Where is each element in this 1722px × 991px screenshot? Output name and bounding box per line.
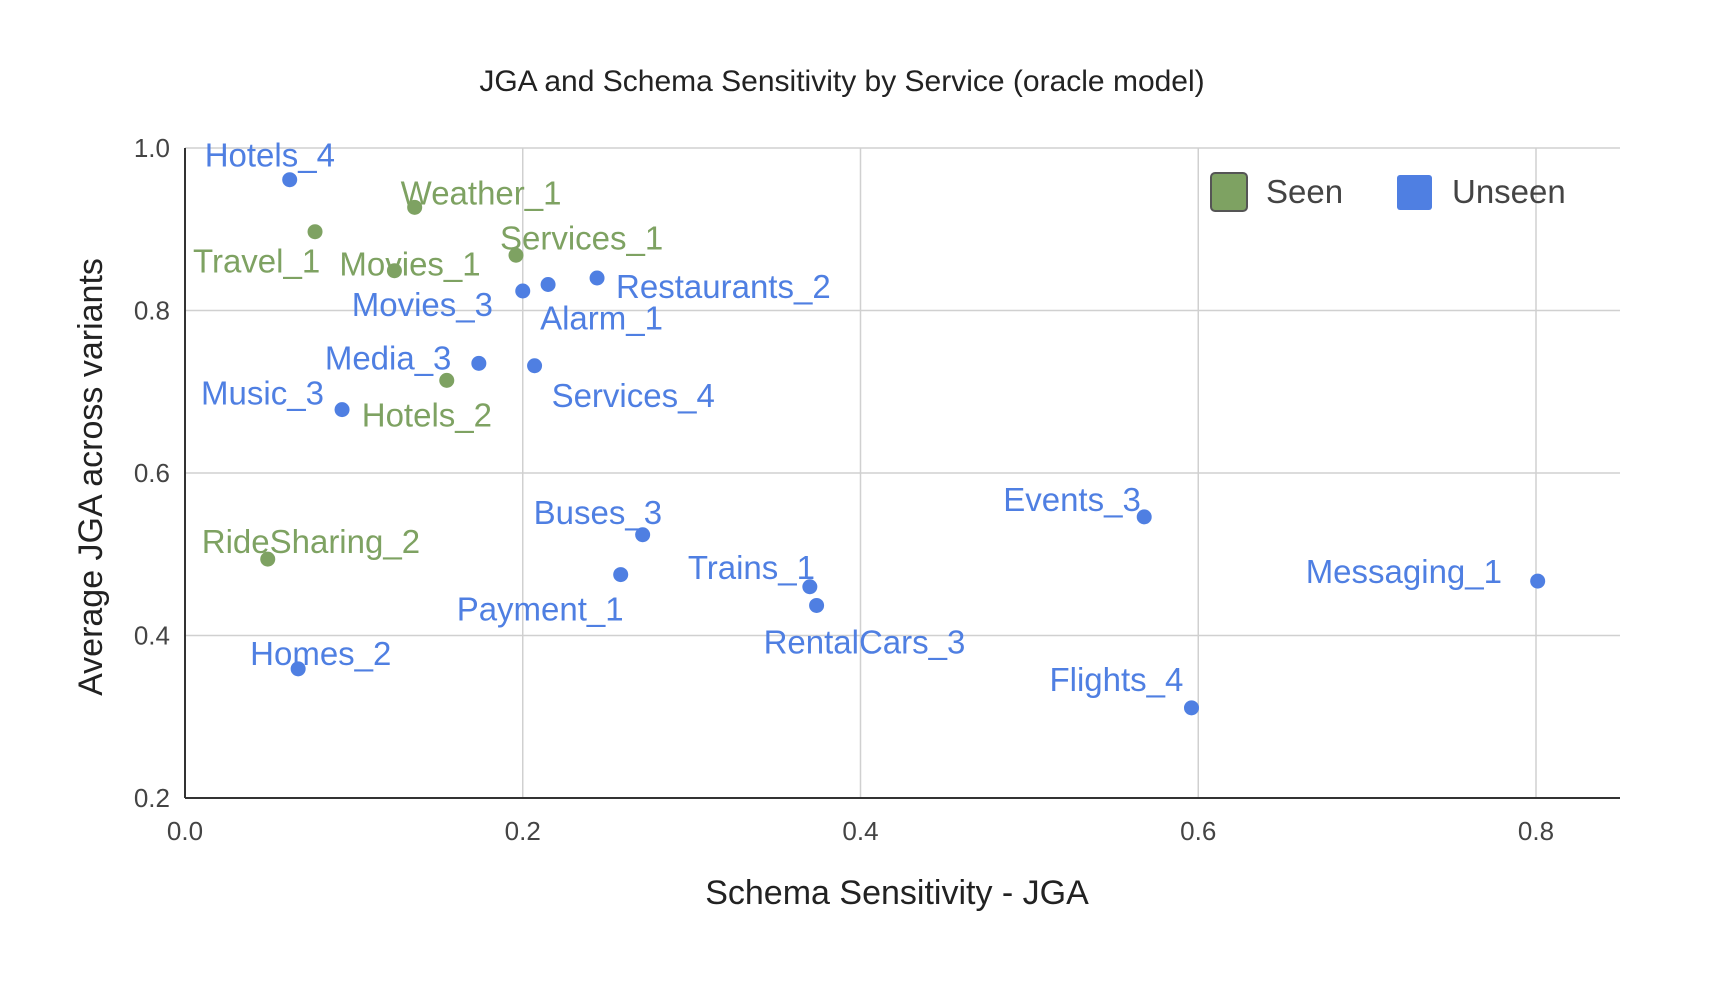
point-label-restaurants-2: Restaurants_2 bbox=[616, 268, 831, 305]
data-point-media-3 bbox=[471, 355, 487, 371]
point-label-flights-4: Flights_4 bbox=[1049, 661, 1183, 698]
point-label-payment-1: Payment_1 bbox=[457, 591, 624, 628]
y-tick-label: 0.4 bbox=[134, 621, 170, 651]
legend-swatch-seen bbox=[1210, 172, 1248, 212]
point-label-media-3: Media_3 bbox=[325, 339, 452, 376]
point-label-alarm-1: Alarm_1 bbox=[540, 300, 663, 337]
data-point-movies-3 bbox=[515, 283, 531, 299]
y-tick-label: 0.6 bbox=[134, 458, 170, 488]
data-point-restaurants-2 bbox=[589, 270, 605, 286]
point-label-services-1: Services_1 bbox=[500, 219, 663, 256]
data-point-messaging-1 bbox=[1530, 573, 1546, 589]
x-axis-title: Schema Sensitivity - JGA bbox=[705, 874, 1089, 912]
legend-swatch-unseen bbox=[1397, 175, 1432, 210]
data-point-hotels-2 bbox=[439, 372, 455, 388]
chart-title: JGA and Schema Sensitivity by Service (o… bbox=[479, 65, 1204, 98]
data-point-trains-1 bbox=[802, 579, 818, 595]
x-tick-label: 0.2 bbox=[505, 816, 541, 846]
y-axis-title: Average JGA across variants bbox=[72, 258, 110, 696]
point-label-travel-1: Travel_1 bbox=[193, 243, 320, 280]
y-tick-label: 0.2 bbox=[134, 783, 170, 813]
axes bbox=[184, 148, 1620, 799]
point-label-hotels-4: Hotels_4 bbox=[205, 137, 335, 174]
tick-labels: 0.20.40.60.81.00.0 0.2 0.4 0.6 0.8 bbox=[134, 133, 1554, 846]
data-point-services-1 bbox=[508, 247, 524, 263]
point-labels: Weather_1 Travel_1 Movies_1 Services_1 Hotel… bbox=[193, 137, 1502, 698]
legend-label-seen: Seen bbox=[1266, 173, 1343, 210]
x-tick-label: 0.4 bbox=[842, 816, 878, 846]
point-label-hotels-2: Hotels_2 bbox=[362, 396, 492, 433]
x-tick-label: 0.0 bbox=[167, 816, 203, 846]
y-tick-label: 0.8 bbox=[134, 296, 170, 326]
point-label-rentalcars-3: RentalCars_3 bbox=[764, 623, 966, 660]
point-label-messaging-1: Messaging_1 bbox=[1306, 553, 1502, 590]
data-point-flights-4 bbox=[1183, 700, 1199, 716]
data-point-weather-1 bbox=[407, 199, 423, 215]
data-point-buses-3 bbox=[635, 527, 651, 543]
point-label-movies-1: Movies_1 bbox=[339, 246, 480, 283]
point-label-events-3: Events_3 bbox=[1003, 481, 1141, 518]
data-point-ridesharing-2 bbox=[260, 551, 276, 567]
point-label-services-4: Services_4 bbox=[552, 377, 715, 414]
point-label-movies-3: Movies_3 bbox=[352, 286, 493, 323]
data-point-music-3 bbox=[334, 402, 350, 418]
point-label-weather-1: Weather_1 bbox=[401, 174, 562, 211]
data-point-movies-1 bbox=[386, 263, 402, 279]
data-point-hotels-4 bbox=[282, 172, 298, 188]
data-point-payment-1 bbox=[613, 567, 629, 583]
legend: Seen Unseen bbox=[1210, 172, 1566, 212]
data-point-services-4 bbox=[527, 358, 543, 374]
point-label-music-3: Music_3 bbox=[201, 375, 324, 412]
point-label-trains-1: Trains_1 bbox=[688, 549, 815, 586]
data-point-rentalcars-3 bbox=[809, 597, 825, 613]
data-point-travel-1 bbox=[307, 224, 323, 240]
data-point-homes-2 bbox=[290, 661, 306, 677]
data-point-events-3 bbox=[1136, 509, 1152, 525]
point-label-homes-2: Homes_2 bbox=[250, 635, 391, 672]
data-point-alarm-1 bbox=[540, 277, 556, 292]
x-tick-label: 0.6 bbox=[1180, 816, 1216, 846]
point-label-ridesharing-2: RideSharing_2 bbox=[202, 523, 420, 560]
point-label-buses-3: Buses_3 bbox=[534, 494, 662, 531]
y-tick-label: 1.0 bbox=[134, 133, 170, 163]
grid bbox=[185, 147, 1620, 798]
x-tick-label: 0.8 bbox=[1518, 816, 1554, 846]
data-points bbox=[260, 172, 1546, 716]
legend-label-unseen: Unseen bbox=[1452, 173, 1566, 210]
